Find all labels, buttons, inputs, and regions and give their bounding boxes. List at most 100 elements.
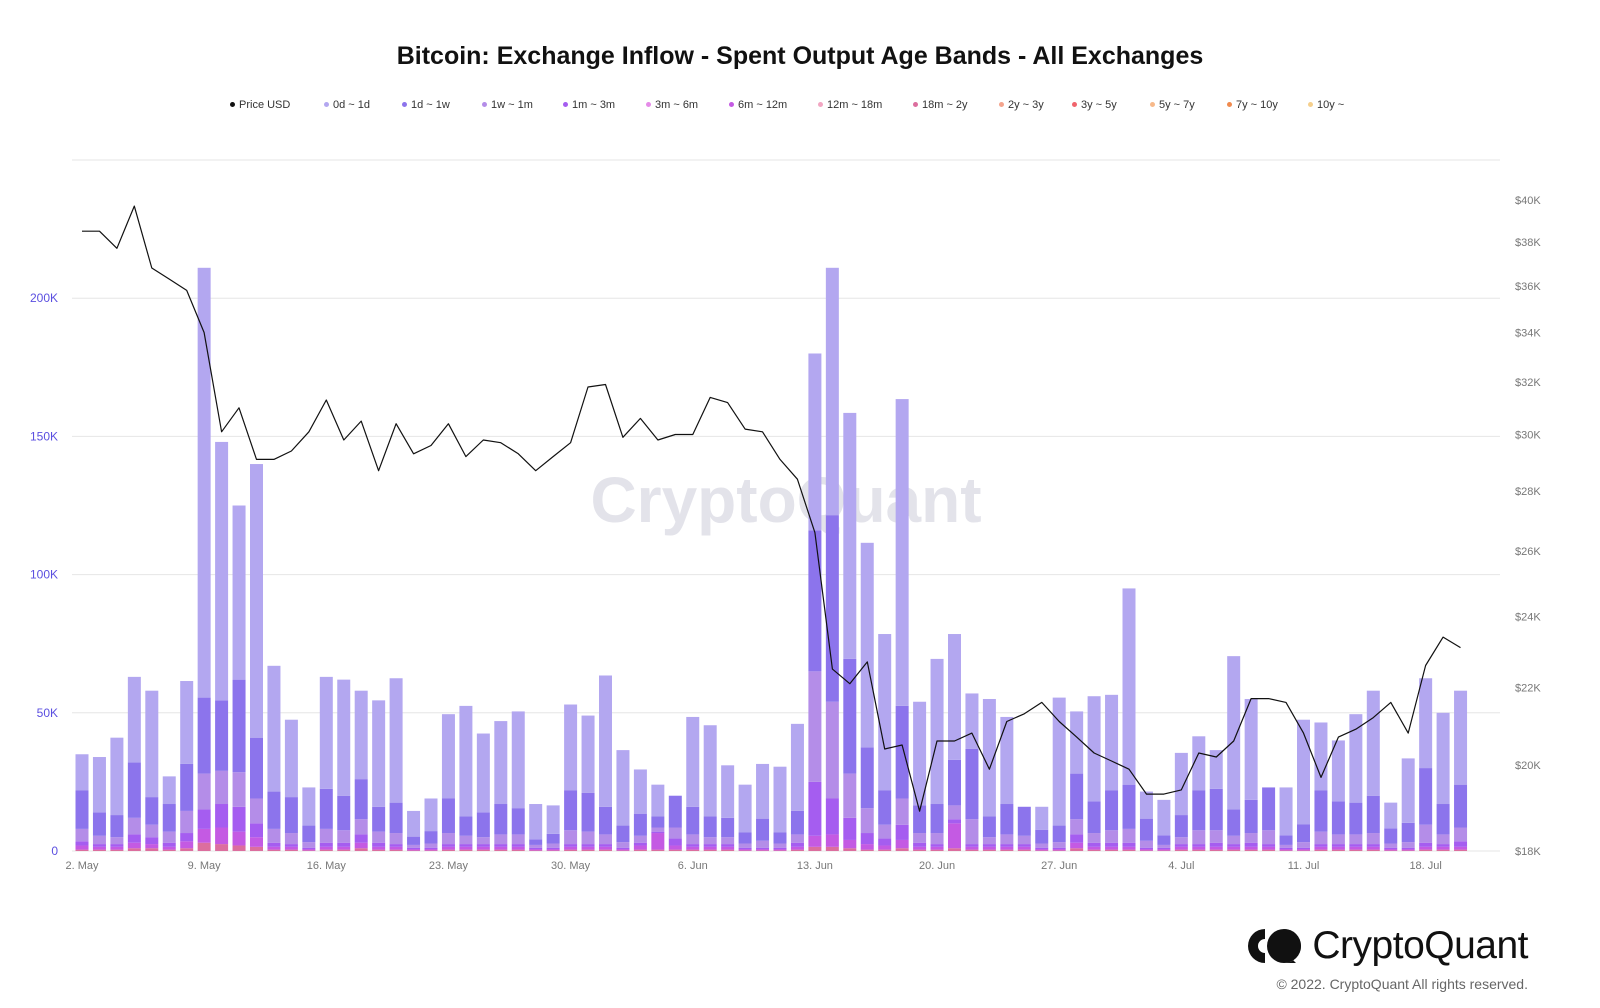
right-axis-tick-label: $34K	[1515, 327, 1541, 339]
bar-segment-band-1w-1m	[1087, 833, 1101, 843]
bar-segment-band-1w-1m	[1174, 837, 1188, 845]
bar-segment-band-1m-3m	[110, 844, 124, 847]
chart-title: Bitcoin: Exchange Inflow - Spent Output …	[396, 42, 1204, 70]
bar-stack	[1157, 799, 1171, 851]
bar-segment-band-1m-3m	[1279, 847, 1293, 850]
bar-stack	[703, 725, 717, 851]
bar-segment-band-1w-1m	[197, 773, 211, 810]
bar-segment-band-1d-1w	[1209, 788, 1223, 831]
bar-segment-band-1y-plus	[267, 849, 281, 851]
bar-segment-band-1d-1w	[1087, 801, 1101, 834]
legend-item-8[interactable]: 18m ~ 2y	[913, 99, 968, 111]
bar-stack	[1227, 656, 1241, 851]
bar-stack	[1035, 806, 1049, 851]
legend-label: 12m ~ 18m	[827, 99, 883, 111]
bar-segment-band-1w-1m	[459, 835, 473, 845]
bar-stack	[1052, 697, 1066, 851]
bar-segment-band-3m-12m	[599, 846, 612, 850]
legend-item-6[interactable]: 6m ~ 12m	[729, 99, 787, 111]
bar-segment-band-1d-1w	[546, 833, 560, 844]
legend-item-7[interactable]: 12m ~ 18m	[818, 99, 882, 111]
legend-item-13[interactable]: 10y ~	[1308, 99, 1344, 111]
bar-segment-band-1y-plus	[1052, 850, 1066, 851]
x-axis-tick-label: 18. Jul	[1409, 860, 1441, 872]
legend-item-3[interactable]: 1w ~ 1m	[482, 99, 533, 111]
bar-segment-band-1y-plus	[1139, 850, 1153, 851]
bar-segment-band-3m-12m	[930, 846, 944, 850]
bar-segment-band-1d-1w	[92, 812, 106, 836]
bar-segment-band-3m-12m	[1052, 849, 1066, 851]
legend-item-10[interactable]: 3y ~ 5y	[1072, 99, 1117, 111]
bar-stack	[982, 698, 996, 851]
legend-item-12[interactable]: 7y ~ 10y	[1227, 99, 1278, 111]
bar-stack	[581, 715, 595, 851]
bar-segment-band-1y-plus	[686, 849, 700, 851]
legend-dot	[729, 101, 734, 107]
bar-segment-band-1d-1w	[773, 832, 787, 844]
bar-segment-band-1d-1w	[651, 816, 665, 828]
bar-segment-band-3m-12m	[1297, 849, 1310, 851]
bar-segment-band-1m-3m	[476, 844, 490, 847]
bar-segment-band-3m-12m	[686, 846, 700, 850]
bar-stack	[319, 676, 333, 851]
bar-segment-band-3m-12m	[913, 846, 927, 850]
bar-segment-band-1w-1m	[1366, 833, 1380, 845]
bar-segment-band-1m-3m	[721, 844, 735, 847]
bar-segment-band-3m-12m	[825, 834, 839, 847]
bar-segment-band-3m-12m	[407, 849, 421, 851]
bar-segment-band-1m-3m	[319, 842, 333, 847]
bar-segment-band-3m-12m	[1157, 849, 1171, 851]
bar-segment-band-3m-12m	[581, 846, 595, 850]
bar-segment-band-1d-1w	[250, 737, 263, 799]
bar-segment-band-1w-1m	[1384, 843, 1398, 848]
bar-segment-band-0d-1d	[459, 705, 473, 817]
bar-segment-band-1w-1m	[145, 824, 159, 838]
bar-segment-band-0d-1d	[738, 784, 752, 833]
bar-stack	[127, 676, 141, 851]
bar-segment-band-3m-12m	[1087, 846, 1101, 850]
legend-item-9[interactable]: 2y ~ 3y	[999, 99, 1044, 111]
bar-segment-band-1w-1m	[965, 819, 979, 845]
bar-segment-band-1d-1w	[319, 788, 333, 829]
left-axis-tick-label: 200K	[30, 291, 58, 305]
bar-stack	[407, 810, 421, 851]
bar-stack	[790, 723, 804, 851]
bar-segment-band-1w-1m	[1454, 827, 1468, 842]
bar-segment-band-1m-3m	[407, 847, 421, 850]
bar-segment-band-1y-plus	[407, 850, 421, 851]
bar-segment-band-1m-3m	[459, 844, 473, 847]
bar-stack	[1070, 711, 1084, 851]
bar-segment-band-1w-1m	[1349, 834, 1363, 845]
bar-segment-band-1d-1w	[599, 806, 612, 835]
legend-item-1[interactable]: 0d ~ 1d	[324, 99, 370, 111]
bar-stack	[1139, 791, 1153, 851]
bar-segment-band-1m-3m	[930, 844, 944, 847]
bar-segment-band-1w-1m	[476, 837, 490, 845]
bar-segment-band-1w-1m	[162, 831, 176, 843]
bar-segment-band-3m-12m	[441, 846, 455, 850]
bar-segment-band-1y-plus	[581, 849, 595, 851]
bar-segment-band-1w-1m	[424, 843, 438, 848]
bar-segment-band-3m-12m	[511, 846, 525, 850]
bar-stack	[1174, 752, 1188, 851]
bar-segment-band-0d-1d	[424, 798, 438, 832]
bar-segment-band-3m-12m	[284, 846, 298, 850]
right-axis-tick-label: $20K	[1515, 760, 1541, 772]
bar-stack	[75, 754, 89, 851]
legend-item-5[interactable]: 3m ~ 6m	[646, 99, 698, 111]
bar-segment-band-3m-12m	[843, 839, 857, 849]
bar-segment-band-1y-plus	[1454, 849, 1468, 851]
bar-segment-band-0d-1d	[92, 757, 106, 813]
legend-item-0[interactable]: Price USD	[230, 99, 290, 111]
legend-item-2[interactable]: 1d ~ 1w	[402, 99, 450, 111]
bar-segment-band-0d-1d	[197, 267, 211, 698]
bar-stack	[1087, 696, 1101, 851]
bar-segment-band-1d-1w	[1419, 768, 1433, 825]
bar-segment-band-1m-3m	[913, 842, 927, 847]
legend-item-4[interactable]: 1m ~ 3m	[563, 99, 615, 111]
bar-segment-band-0d-1d	[633, 769, 647, 814]
bar-stack	[651, 784, 665, 851]
bar-segment-band-1y-plus	[738, 850, 752, 851]
bar-segment-band-1m-3m	[127, 834, 141, 843]
legend-item-11[interactable]: 5y ~ 7y	[1150, 99, 1195, 111]
